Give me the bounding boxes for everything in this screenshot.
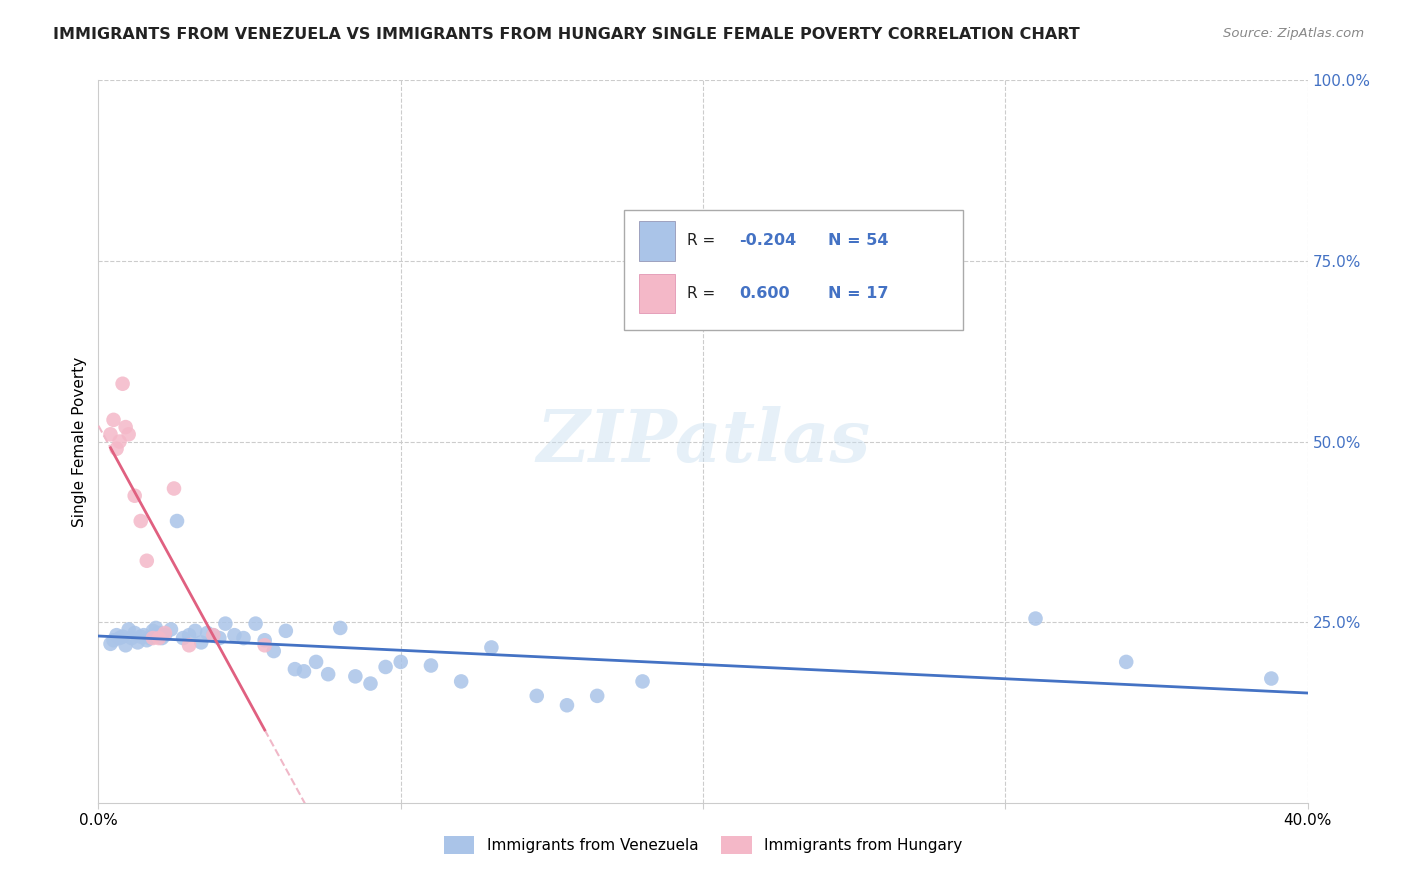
Point — [103, 633, 125, 648]
Point — [190, 635, 212, 649]
Point — [148, 626, 170, 640]
Point — [127, 635, 149, 649]
Point — [214, 616, 236, 631]
Point — [329, 621, 352, 635]
Point — [105, 628, 128, 642]
Text: N = 17: N = 17 — [828, 286, 889, 301]
Legend: Immigrants from Venezuela, Immigrants from Hungary: Immigrants from Venezuela, Immigrants fr… — [437, 830, 969, 860]
Point — [124, 489, 146, 503]
Point — [145, 621, 167, 635]
Point — [224, 628, 246, 642]
Point — [586, 689, 609, 703]
Point — [253, 633, 276, 648]
Point — [142, 631, 165, 645]
Point — [245, 616, 267, 631]
Point — [103, 413, 125, 427]
Text: 0.600: 0.600 — [740, 286, 790, 301]
Point — [253, 638, 276, 652]
Point — [1024, 611, 1046, 625]
Point — [274, 624, 297, 638]
Point — [292, 665, 315, 679]
Point — [114, 420, 136, 434]
Bar — [638, 274, 675, 313]
Point — [100, 427, 122, 442]
Point — [195, 626, 218, 640]
Point — [100, 637, 122, 651]
Point — [450, 674, 472, 689]
Point — [135, 633, 157, 648]
Text: R =: R = — [688, 286, 720, 301]
Point — [153, 626, 176, 640]
Point — [121, 631, 143, 645]
Point — [1115, 655, 1137, 669]
Point — [150, 631, 173, 645]
Point — [208, 631, 231, 645]
Text: R =: R = — [688, 233, 720, 248]
Point — [135, 554, 157, 568]
Point — [114, 638, 136, 652]
Point — [132, 628, 155, 642]
Point — [1260, 672, 1282, 686]
Point — [142, 624, 165, 638]
Point — [129, 514, 152, 528]
Point — [374, 660, 396, 674]
Point — [172, 631, 194, 645]
Point — [111, 630, 134, 644]
Point — [555, 698, 578, 713]
Point — [263, 644, 285, 658]
Text: ZIPatlas: ZIPatlas — [536, 406, 870, 477]
Point — [166, 514, 188, 528]
Point — [526, 689, 548, 703]
Text: N = 54: N = 54 — [828, 233, 889, 248]
Point — [631, 674, 654, 689]
FancyBboxPatch shape — [624, 211, 963, 329]
Point — [360, 676, 382, 690]
Point — [420, 658, 443, 673]
Point — [179, 628, 201, 642]
Point — [305, 655, 328, 669]
Point — [148, 631, 170, 645]
Point — [108, 631, 131, 645]
Point — [153, 628, 176, 642]
Point — [481, 640, 503, 655]
Point — [129, 630, 152, 644]
Text: Source: ZipAtlas.com: Source: ZipAtlas.com — [1223, 27, 1364, 40]
Point — [118, 427, 141, 442]
Y-axis label: Single Female Poverty: Single Female Poverty — [72, 357, 87, 526]
Point — [184, 624, 207, 638]
Text: IMMIGRANTS FROM VENEZUELA VS IMMIGRANTS FROM HUNGARY SINGLE FEMALE POVERTY CORRE: IMMIGRANTS FROM VENEZUELA VS IMMIGRANTS … — [53, 27, 1080, 42]
Point — [163, 482, 186, 496]
Point — [105, 442, 128, 456]
Point — [316, 667, 339, 681]
Point — [344, 669, 367, 683]
Point — [284, 662, 307, 676]
Point — [124, 626, 146, 640]
Point — [108, 434, 131, 449]
Point — [202, 628, 225, 642]
Point — [160, 623, 183, 637]
Text: -0.204: -0.204 — [740, 233, 797, 248]
Point — [202, 628, 225, 642]
Point — [118, 623, 141, 637]
Point — [179, 638, 201, 652]
Point — [111, 376, 134, 391]
Point — [139, 631, 162, 645]
Point — [232, 631, 254, 645]
Bar — [638, 221, 675, 260]
Point — [389, 655, 412, 669]
